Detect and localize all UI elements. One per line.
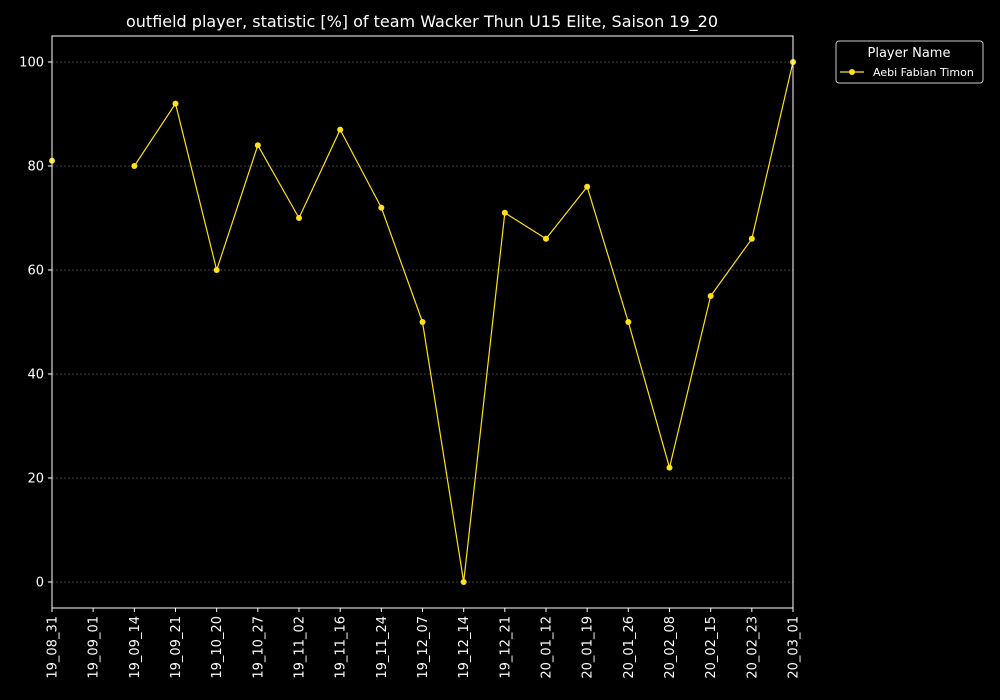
legend-marker — [849, 69, 855, 75]
data-point — [213, 267, 220, 273]
x-tick-label: 20_01_12 — [540, 616, 555, 679]
y-tick-label: 60 — [27, 264, 44, 279]
x-tick-label: 20_02_23 — [745, 616, 760, 679]
x-tick-label: 19_09_01 — [87, 616, 102, 679]
x-tick-label: 19_11_16 — [334, 616, 349, 679]
y-tick-label: 0 — [36, 576, 44, 591]
data-point — [378, 204, 385, 211]
series-layer — [49, 59, 796, 585]
grid-layer — [52, 61, 793, 583]
x-tick-label: 19_10_27 — [251, 616, 266, 679]
x-tick-label: 19_10_20 — [210, 616, 225, 679]
x-tick-label: 20_01_19 — [581, 616, 596, 679]
data-point — [460, 579, 467, 585]
axis-layer: 0 20 40 60 80 100 19_08_31 19_09_01 19_09_14 19_0… — [19, 56, 801, 679]
x-tick-label: 19_12_07 — [416, 616, 431, 679]
x-tick-label: 19_11_02 — [293, 616, 308, 679]
y-tick-label: 80 — [27, 160, 44, 175]
x-tick-label: 20_02_08 — [663, 616, 678, 679]
legend-title: Player Name — [868, 46, 951, 61]
data-point — [625, 319, 632, 325]
y-tick-label: 20 — [27, 472, 44, 487]
chart-title: outfield player, statistic [%] of team W… — [126, 12, 718, 32]
data-point — [296, 215, 302, 221]
data-point — [131, 163, 138, 169]
data-point — [748, 235, 755, 242]
legend-entry-label: Aebi Fabian Timon — [873, 66, 974, 79]
data-point — [707, 293, 714, 299]
x-tick-label: 20_03_01 — [787, 616, 802, 679]
x-tick-label: 20_01_26 — [622, 616, 637, 679]
x-tick-label: 19_11_24 — [375, 616, 390, 679]
x-tick-label: 19_12_14 — [457, 616, 472, 679]
data-point — [419, 319, 426, 325]
y-tick-label: 100 — [19, 56, 44, 71]
legend: Player Name Aebi Fabian Timon — [835, 40, 984, 84]
y-tick-label: 40 — [27, 368, 44, 383]
legend-box — [835, 40, 984, 84]
data-point — [501, 209, 508, 216]
data-point — [337, 126, 344, 133]
x-tick-label: 19_09_21 — [169, 616, 184, 679]
data-point — [172, 100, 179, 107]
x-tick-label: 19_08_31 — [46, 616, 61, 679]
x-tick-label: 19_09_14 — [128, 616, 143, 679]
x-tick-label: 19_12_21 — [498, 616, 513, 679]
data-point — [584, 183, 591, 190]
x-tick-label: 20_02_15 — [704, 616, 719, 679]
data-point — [254, 142, 261, 149]
data-point — [543, 235, 549, 242]
data-point — [666, 464, 673, 471]
